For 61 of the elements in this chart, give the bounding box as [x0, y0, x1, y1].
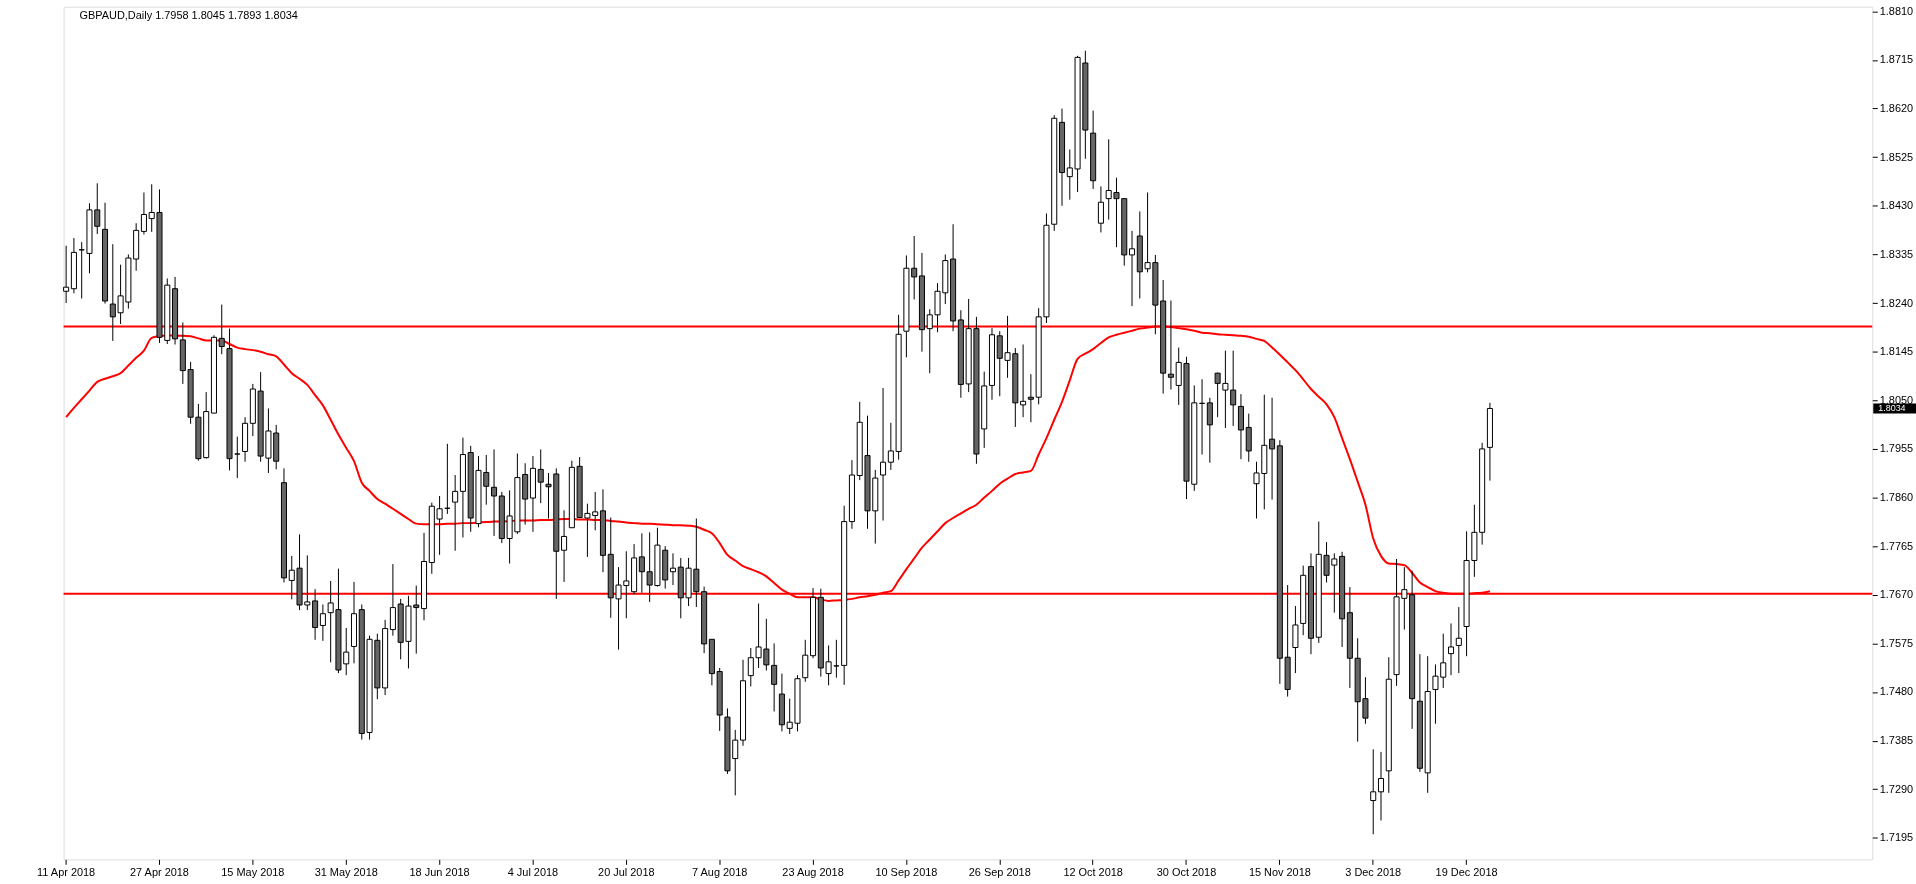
x-tick-label: 10 Sep 2018	[875, 865, 938, 878]
candlestick	[234, 436, 241, 479]
candlestick	[1370, 748, 1377, 835]
candlestick	[1245, 413, 1252, 463]
y-tick-label: 1.7385	[1879, 734, 1914, 747]
candlestick	[537, 448, 544, 504]
candlestick	[319, 604, 326, 642]
x-tick-label: 20 Jul 2018	[598, 865, 655, 878]
candlestick	[1129, 230, 1136, 307]
x-tick-label: 27 Apr 2018	[130, 865, 189, 878]
candlestick	[1097, 185, 1104, 233]
y-tick-label: 1.8430	[1879, 199, 1914, 212]
candlestick	[452, 474, 459, 552]
candlestick	[1377, 751, 1385, 821]
y-tick-label: 1.7290	[1879, 782, 1914, 795]
candlestick	[880, 387, 887, 522]
x-tick-label: 18 Jun 2018	[409, 865, 470, 878]
y-tick-label: 1.7670	[1879, 588, 1914, 601]
x-tick-label: 26 Sep 2018	[968, 865, 1031, 878]
y-tick-label: 1.7765	[1879, 539, 1914, 552]
y-tick-label: 1.8050	[1879, 393, 1914, 406]
x-tick-label: 15 May 2018	[221, 865, 285, 878]
candlestick	[218, 304, 225, 355]
candlestick	[1237, 393, 1244, 460]
candlestick	[561, 509, 568, 583]
x-tick-label: 30 Oct 2018	[1156, 865, 1217, 878]
y-tick-label: 1.7955	[1879, 442, 1914, 455]
x-tick-label: 11 Apr 2018	[37, 865, 96, 878]
x-tick-label: 15 Nov 2018	[1248, 865, 1311, 878]
y-tick-label: 1.8620	[1879, 102, 1914, 115]
candlestick	[802, 639, 809, 683]
text: 1.8034	[1878, 403, 1906, 414]
y-tick-label: 1.8715	[1879, 53, 1914, 66]
x-tick-label: 19 Dec 2018	[1435, 865, 1498, 878]
y-tick-label: 1.8335	[1879, 247, 1914, 260]
candlestick	[491, 448, 498, 537]
chart-title: GBPAUD,Daily 1.7958 1.8045 1.7893 1.8034	[79, 8, 298, 21]
y-tick-label: 1.8525	[1879, 150, 1914, 163]
candlestick	[389, 563, 396, 637]
candlestick	[140, 192, 147, 235]
y-tick-label: 1.7860	[1879, 491, 1914, 504]
x-tick-label: 3 Dec 2018	[1345, 865, 1402, 878]
candlestick	[1455, 606, 1462, 674]
candlestick	[1167, 299, 1174, 391]
candlestick	[1292, 605, 1299, 674]
x-tick-label: 23 Aug 2018	[782, 865, 844, 878]
x-tick-label: 12 Oct 2018	[1063, 865, 1123, 878]
candlestick	[833, 639, 840, 679]
candlestick	[1447, 622, 1455, 676]
candlestick	[1269, 397, 1276, 501]
y-tick-label: 1.8810	[1879, 4, 1914, 17]
y-tick-label: 1.7480	[1879, 685, 1914, 698]
y-tick-label: 1.8240	[1879, 296, 1914, 309]
y-tick-label: 1.7195	[1879, 831, 1914, 844]
x-tick-label: 4 Jul 2018	[507, 865, 559, 878]
candlestick	[1206, 397, 1213, 464]
y-tick-label: 1.8145	[1879, 345, 1914, 358]
x-tick-label: 7 Aug 2018	[692, 865, 748, 878]
x-tick-label: 31 May 2018	[314, 865, 378, 878]
candlestick	[63, 245, 70, 304]
y-tick-label: 1.7575	[1879, 636, 1914, 649]
